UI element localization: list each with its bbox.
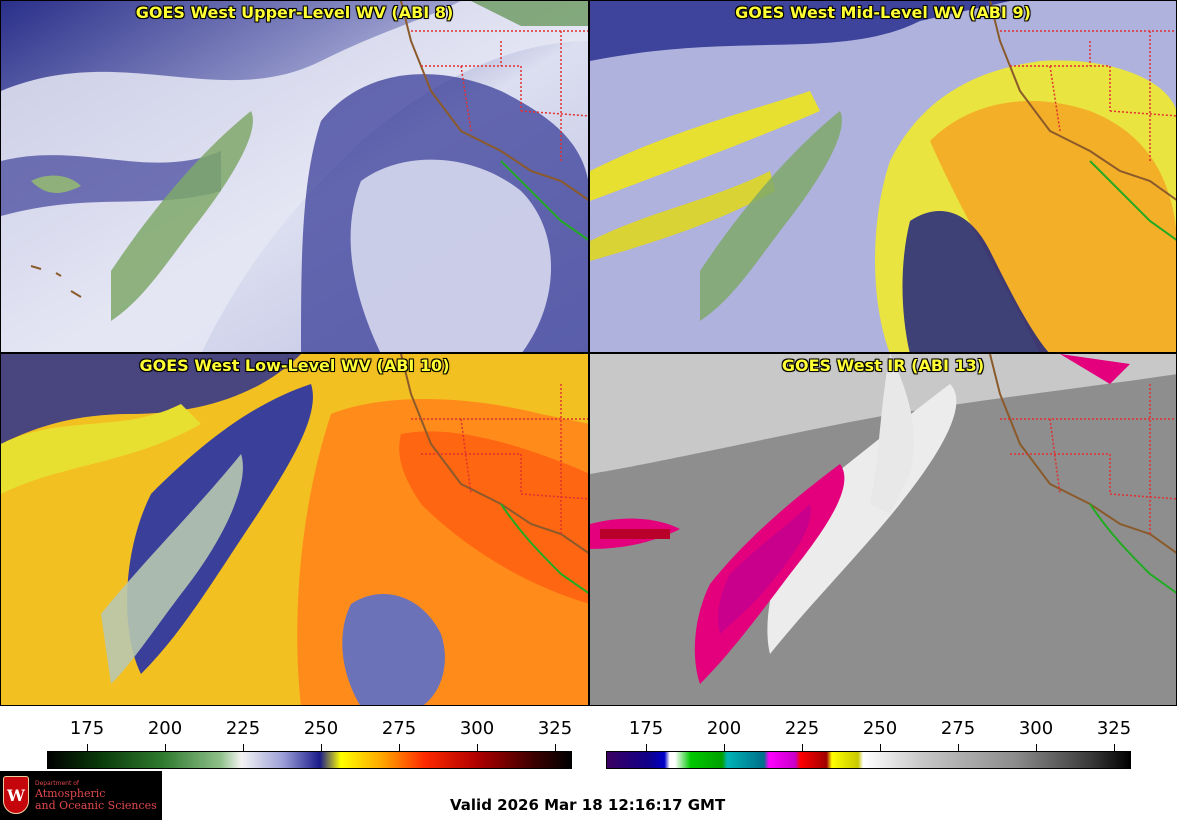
panel-upper-level-wv: GOES West Upper-Level WV (ABI 8) [0, 0, 589, 353]
uw-crest-icon: W [3, 776, 29, 814]
wv-tick-label: 275 [381, 718, 417, 739]
wv-colorbar: 175 200 225 250 275 300 325 [0, 706, 589, 771]
ir-colorbar-ticks: 175 200 225 250 275 300 325 [589, 706, 1177, 751]
wv-tick-mark [555, 744, 556, 751]
wv-tick-mark [87, 744, 88, 751]
panel-mid-level-wv: GOES West Mid-Level WV (ABI 9) [589, 0, 1177, 353]
ir-tick-mark [802, 744, 803, 751]
wv-tick-mark [243, 744, 244, 751]
wv-tick-mark [399, 744, 400, 751]
wv-color-scale [47, 751, 572, 769]
logo-department-label: Department of [35, 780, 79, 787]
ir-tick-mark [646, 744, 647, 751]
low-level-wv-image [1, 354, 588, 705]
ir-tick-label: 275 [940, 718, 976, 739]
upper-level-wv-image [1, 1, 588, 352]
ir-image [590, 354, 1176, 705]
panel-low-level-wv: GOES West Low-Level WV (ABI 10) [0, 353, 589, 706]
ir-color-scale [606, 751, 1131, 769]
panel-ir: GOES West IR (ABI 13) [589, 353, 1177, 706]
ir-tick-label: 200 [706, 718, 742, 739]
logo-line1: Atmospheric [35, 787, 106, 800]
ir-tick-label: 300 [1018, 718, 1054, 739]
panel-title: GOES West Mid-Level WV (ABI 9) [735, 3, 1031, 22]
wv-tick-mark [477, 744, 478, 751]
ir-tick-mark [958, 744, 959, 751]
ir-tick-label: 250 [862, 718, 898, 739]
panel-title: GOES West Low-Level WV (ABI 10) [139, 356, 450, 375]
wv-tick-label: 325 [537, 718, 573, 739]
panel-title: GOES West Upper-Level WV (ABI 8) [135, 3, 454, 22]
wv-tick-label: 225 [225, 718, 261, 739]
wv-tick-label: 300 [459, 718, 495, 739]
logo-line2: and Oceanic Sciences [35, 799, 157, 812]
panel-title: GOES West IR (ABI 13) [781, 356, 985, 375]
wv-tick-mark [321, 744, 322, 751]
ir-tick-mark [1036, 744, 1037, 751]
wv-tick-mark [165, 744, 166, 751]
ir-tick-mark [724, 744, 725, 751]
ir-tick-mark [1114, 744, 1115, 751]
ir-tick-label: 225 [784, 718, 820, 739]
ir-colorbar: 175 200 225 250 275 300 325 [589, 706, 1177, 771]
ir-tick-label: 325 [1096, 718, 1132, 739]
mid-level-wv-image [590, 1, 1176, 352]
ir-tick-mark [880, 744, 881, 751]
uw-aos-logo: W Department of Atmospheric and Oceanic … [0, 771, 162, 820]
valid-time: Valid 2026 Mar 18 12:16:17 GMT [450, 796, 726, 814]
ir-tick-label: 175 [628, 718, 664, 739]
wv-tick-label: 200 [147, 718, 183, 739]
wv-tick-label: 250 [303, 718, 339, 739]
wv-tick-label: 175 [69, 718, 105, 739]
wv-colorbar-ticks: 175 200 225 250 275 300 325 [0, 706, 589, 751]
